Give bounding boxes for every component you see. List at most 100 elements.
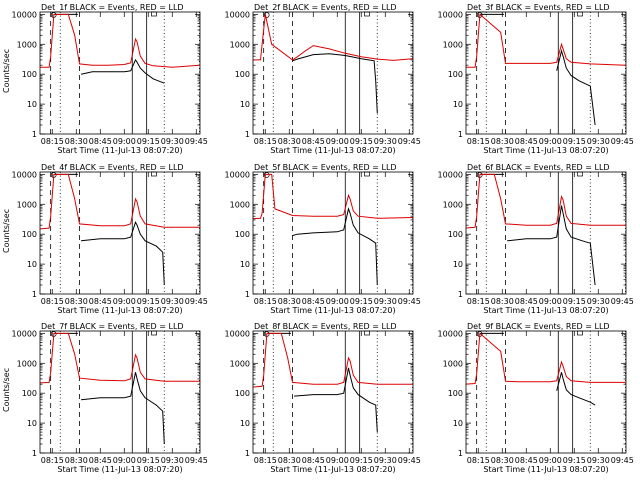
series-line-events [53, 332, 165, 445]
panel-title: Det_2f BLACK = Events, RED = LLD [254, 3, 397, 12]
y-tick-label: 10 [27, 100, 37, 109]
y-tick-label: 1 [458, 449, 463, 458]
y-tick-label: 1000 [17, 359, 37, 368]
x-tick-label: 09:15 [350, 137, 373, 146]
x-tick-label: 09:30 [374, 137, 397, 146]
series-line-lld [466, 13, 626, 68]
series-line-events [53, 173, 165, 286]
x-tick-label: 08:15 [254, 456, 277, 465]
marker-square [577, 11, 583, 17]
y-tick-label: 1000 [443, 200, 463, 209]
x-tick-label: 08:45 [89, 297, 112, 306]
marker-square [577, 330, 583, 336]
x-tick-label: 08:45 [89, 456, 112, 465]
y-tick-label: 1 [245, 449, 250, 458]
y-tick-label: 10000 [438, 10, 463, 19]
y-tick-label: 100 [235, 70, 250, 79]
panel-title: Det_1f BLACK = Events, RED = LLD [41, 3, 184, 12]
x-tick-label: 09:00 [326, 297, 349, 306]
x-tick-label: 08:15 [467, 456, 490, 465]
series-line-lld [466, 332, 626, 385]
x-tick-label: 09:30 [587, 137, 610, 146]
x-tick-label: 09:00 [326, 456, 349, 465]
y-tick-label: 100 [22, 230, 37, 239]
x-tick-label: 08:30 [491, 297, 514, 306]
y-tick-label: 10000 [438, 170, 463, 179]
plot-frame [252, 330, 414, 454]
series-line-events [292, 207, 378, 286]
panel-title: Det_5f BLACK = Events, RED = LLD [254, 163, 397, 172]
y-tick-label: 1 [32, 130, 37, 139]
x-tick-label: 09:00 [326, 137, 349, 146]
x-axis-label: Start Time (11-Jul-13 08:07:20) [483, 465, 608, 474]
series-line-lld [40, 173, 200, 230]
y-tick-label: 10000 [225, 170, 250, 179]
y-axis-label: Counts/sec [2, 368, 11, 412]
panel-5: Det_5f BLACK = Events, RED = LLD 1 10 100 10… [225, 163, 421, 315]
y-tick-label: 1 [458, 130, 463, 139]
x-tick-label: 08:30 [278, 456, 301, 465]
series-line-lld [466, 173, 626, 229]
x-axis-label: Start Time (11-Jul-13 08:07:20) [270, 465, 395, 474]
plot-frame [39, 330, 201, 454]
series-line-lld [253, 332, 413, 388]
x-axis-label: Start Time (11-Jul-13 08:07:20) [270, 306, 395, 315]
marker-square [364, 330, 370, 336]
x-tick-label: 08:45 [302, 297, 325, 306]
x-tick-label: 09:30 [161, 297, 184, 306]
x-tick-label: 09:30 [374, 456, 397, 465]
x-tick-label: 09:15 [563, 456, 586, 465]
plot-frame [252, 11, 414, 135]
x-axis-label: Start Time (11-Jul-13 08:07:20) [57, 306, 182, 315]
x-tick-label: 09:45 [185, 456, 208, 465]
x-tick-label: 09:00 [113, 297, 136, 306]
x-tick-label: 08:15 [41, 297, 64, 306]
marker-square [364, 11, 370, 17]
x-tick-label: 08:45 [515, 297, 538, 306]
y-tick-label: 1000 [17, 40, 37, 49]
panel-title: Det_3f BLACK = Events, RED = LLD [467, 3, 610, 12]
y-tick-label: 1 [32, 449, 37, 458]
x-tick-label: 09:30 [587, 297, 610, 306]
y-tick-label: 10000 [12, 10, 37, 19]
y-tick-label: 10000 [438, 329, 463, 338]
x-tick-label: 09:45 [611, 137, 634, 146]
y-tick-label: 10 [240, 260, 250, 269]
y-tick-label: 1 [32, 290, 37, 299]
x-tick-label: 09:45 [185, 297, 208, 306]
x-tick-label: 09:45 [611, 456, 634, 465]
y-tick-label: 10 [240, 100, 250, 109]
series-line-lld [40, 332, 200, 384]
series-line-lld [253, 14, 413, 61]
x-tick-label: 08:45 [515, 456, 538, 465]
y-tick-label: 100 [448, 70, 463, 79]
series-line-lld [253, 173, 413, 220]
x-tick-label: 09:15 [137, 456, 160, 465]
series-line-events [479, 332, 596, 406]
x-tick-label: 09:30 [161, 456, 184, 465]
x-tick-label: 09:45 [611, 297, 634, 306]
plot-frame [39, 171, 201, 295]
panel-title: Det_9f BLACK = Events, RED = LLD [467, 322, 610, 331]
marker-circle [263, 172, 270, 178]
x-tick-label: 09:15 [137, 137, 160, 146]
series-line-events [53, 13, 165, 84]
x-tick-label: 08:15 [254, 297, 277, 306]
y-axis-label: Counts/sec [2, 209, 11, 253]
x-tick-label: 08:15 [41, 456, 64, 465]
y-tick-label: 1000 [230, 200, 250, 209]
y-tick-label: 10000 [225, 329, 250, 338]
y-tick-label: 100 [235, 230, 250, 239]
x-tick-label: 09:15 [563, 297, 586, 306]
panel-1: Det_1f BLACK = Events, RED = LLD Counts/s… [2, 3, 208, 155]
y-tick-label: 10000 [12, 329, 37, 338]
y-tick-label: 10000 [225, 10, 250, 19]
x-tick-label: 08:15 [254, 137, 277, 146]
x-tick-label: 08:30 [278, 297, 301, 306]
x-tick-label: 09:15 [350, 297, 373, 306]
y-tick-label: 10 [27, 260, 37, 269]
panel-8: Det_8f BLACK = Events, RED = LLD 1 10 100 10… [225, 322, 421, 474]
panel-2: Det_2f BLACK = Events, RED = LLD 1 10 100 10… [225, 3, 421, 155]
panel-6: Det_6f BLACK = Events, RED = LLD 1 10 100 10… [438, 163, 634, 315]
